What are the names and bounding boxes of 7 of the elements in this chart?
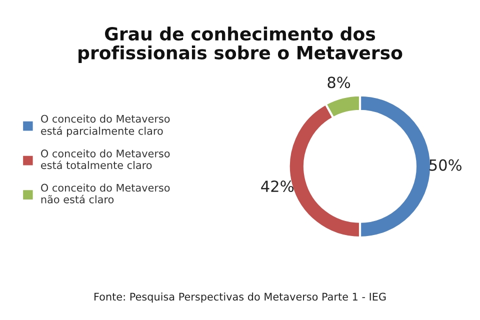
legend-label: O conceito do Metaverso está totalmente claro [41,149,170,170]
data-label: 42% [261,180,294,192]
data-label: 8% [328,76,350,88]
legend-label: O conceito do Metaverso não está claro [41,184,170,204]
source-note: Fonte: Pesquisa Perspectivas do Metaverso Parte 1 - IEG [94,292,386,303]
chart-title: Grau de conhecimento dos profissionais sobre o Metaverso [78,26,402,63]
legend-label: O conceito do Metaverso está parcialmente claro [41,114,170,137]
